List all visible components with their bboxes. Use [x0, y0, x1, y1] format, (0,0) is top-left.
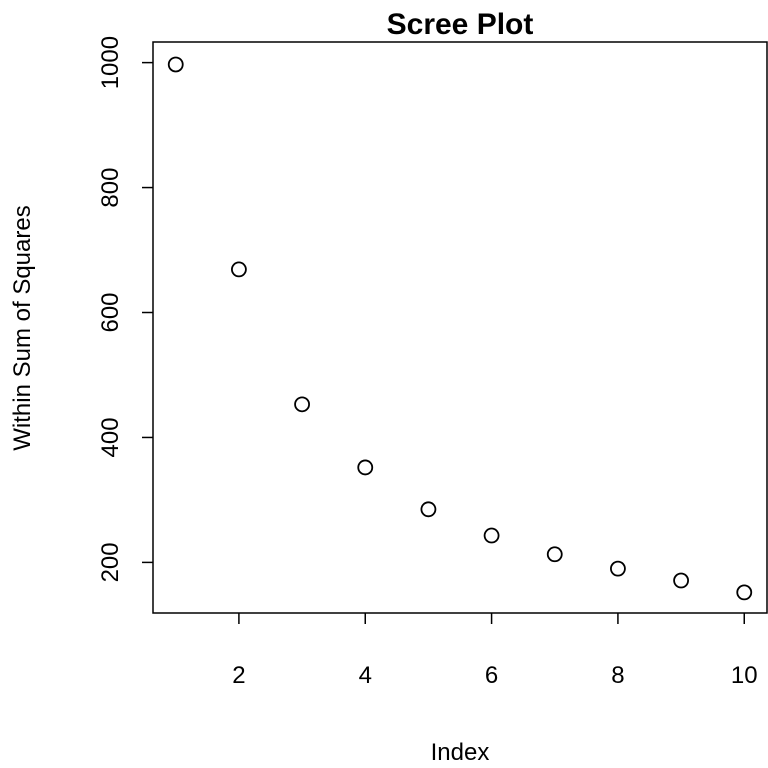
y-tick-label: 1000: [97, 36, 124, 89]
y-tick-label: 400: [97, 417, 124, 457]
x-tick-label: 6: [485, 662, 498, 689]
point: [420, 501, 437, 518]
point: [231, 261, 247, 278]
y-axis-label: Within Sum of Squares: [9, 205, 36, 450]
x-tick-label: 10: [731, 662, 758, 689]
point: [673, 572, 689, 589]
point: [546, 546, 563, 563]
point: [294, 396, 310, 413]
y-tick-label: 200: [97, 542, 124, 582]
point: [610, 560, 626, 577]
y-tick-label: 600: [97, 292, 124, 332]
plot-box: [152, 41, 768, 614]
point: [167, 56, 184, 73]
y-tick-label: 800: [97, 168, 124, 208]
point: [483, 527, 500, 544]
chart-title: Scree Plot: [387, 8, 534, 41]
point: [736, 584, 753, 601]
x-tick-label: 8: [611, 662, 624, 689]
x-tick-label: 4: [359, 662, 372, 689]
x-axis-label: Index: [431, 739, 490, 766]
x-tick-label: 2: [232, 662, 245, 689]
point: [357, 459, 374, 476]
